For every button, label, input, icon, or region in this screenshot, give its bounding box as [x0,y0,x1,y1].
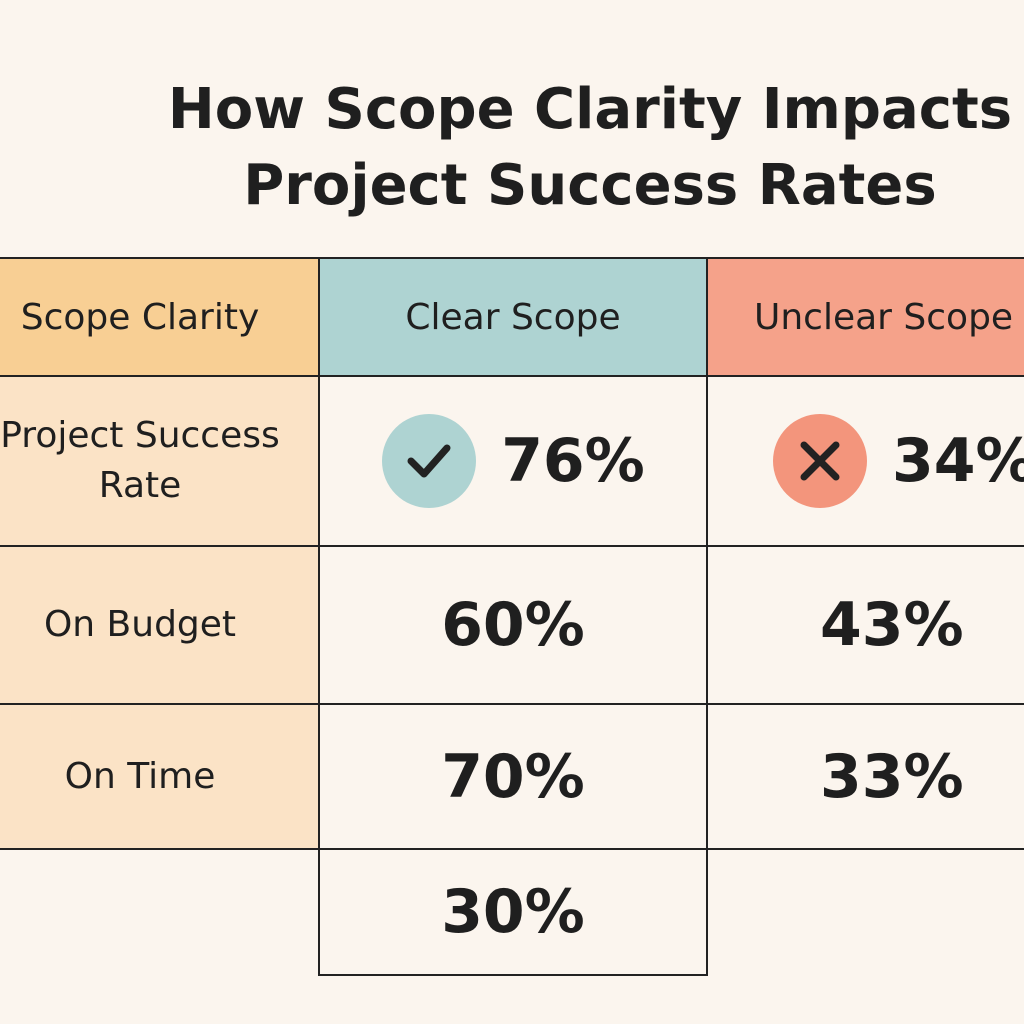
cross-icon [773,414,867,508]
check-icon [382,414,477,508]
title: How Scope Clarity Impacts Project Succes… [167,77,1013,218]
value: 43% [706,545,1024,705]
value: 70% [318,703,708,850]
value: 76% [501,426,645,496]
value: 30% [318,848,708,976]
cell: 34% [706,375,1024,547]
row-label: On Time [0,703,320,850]
value: 60% [318,545,708,705]
header-cell: Clear Scope [318,257,708,377]
cell: 76% [318,375,708,547]
header-cell: Scope Clarity [0,257,320,377]
row-label: Project Success Rate [0,375,320,547]
value: 33% [706,703,1024,850]
row-label: On Budget [0,545,320,705]
value: 34% [892,426,1024,496]
header-cell: Unclear Scope [706,257,1024,377]
